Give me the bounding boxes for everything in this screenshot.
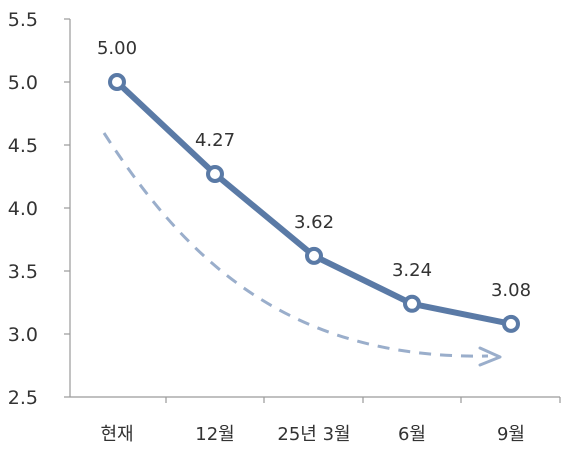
y-tick-label: 3.5 bbox=[8, 261, 38, 283]
trend-arrowhead bbox=[478, 346, 502, 367]
trend-dashed-line bbox=[102, 132, 489, 358]
data-point-marker bbox=[305, 246, 323, 265]
y-tick-label: 2.5 bbox=[8, 387, 38, 409]
x-category-label: 6월 bbox=[398, 424, 426, 445]
y-tick-label: 5.0 bbox=[8, 72, 38, 94]
data-labels: 5.00 4.27 3.62 3.24 3.08 bbox=[97, 38, 531, 301]
data-series bbox=[108, 73, 520, 333]
data-value-label: 5.00 bbox=[97, 38, 137, 59]
data-value-label: 3.24 bbox=[392, 260, 432, 281]
x-category-label: 현재 bbox=[100, 424, 133, 445]
y-tick-label: 4.5 bbox=[8, 135, 38, 157]
chart-axes: 5.5 5.0 4.5 4.0 3.5 3.0 2.5 현재 12월 25년 3월 6월 9월 bbox=[8, 9, 561, 445]
x-category-label: 9월 bbox=[497, 424, 525, 445]
trend-arrow bbox=[102, 132, 502, 367]
data-point-marker bbox=[206, 165, 224, 183]
y-tick-label: 4.0 bbox=[8, 198, 38, 220]
x-category-label: 12월 bbox=[195, 424, 234, 445]
data-value-label: 3.08 bbox=[491, 280, 531, 301]
data-value-label: 4.27 bbox=[195, 130, 235, 151]
data-point-marker bbox=[108, 73, 126, 91]
x-category-label: 25년 3월 bbox=[277, 424, 350, 445]
data-point-marker bbox=[502, 314, 520, 333]
y-tick-label: 3.0 bbox=[8, 324, 38, 346]
data-point-marker bbox=[403, 294, 421, 313]
y-tick-label: 5.5 bbox=[8, 9, 38, 31]
data-value-label: 3.62 bbox=[294, 212, 334, 233]
series-line bbox=[114, 79, 514, 327]
